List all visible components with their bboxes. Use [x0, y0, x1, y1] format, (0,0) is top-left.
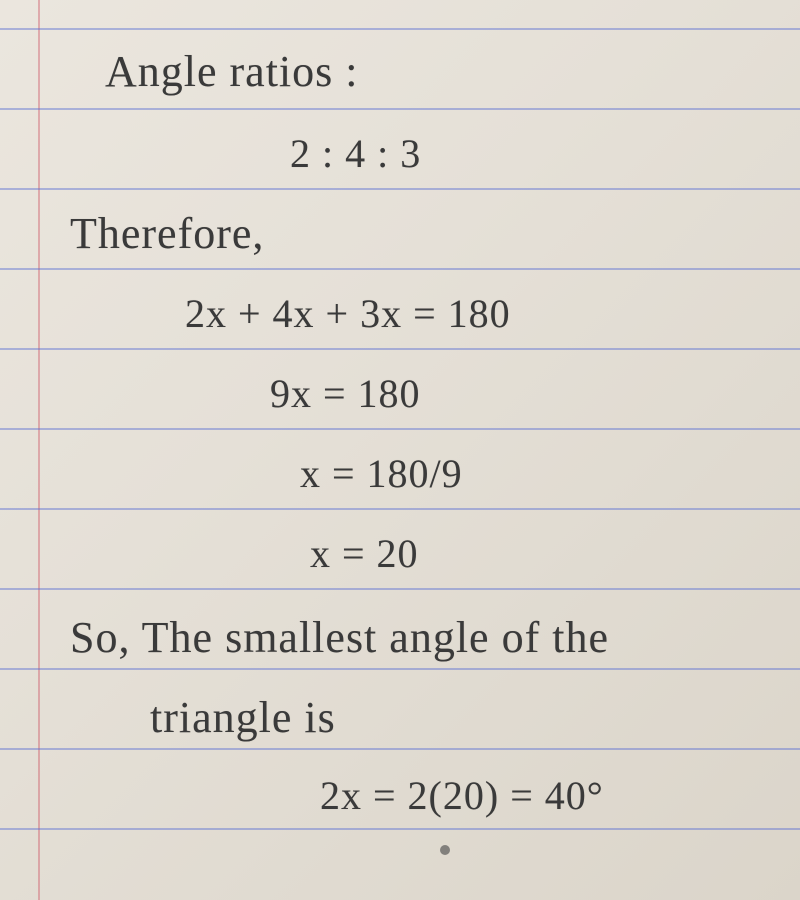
title-line: Angle ratios : — [105, 46, 359, 97]
stray-dot — [440, 845, 450, 855]
ruled-line — [0, 28, 800, 30]
ruled-line — [0, 188, 800, 190]
ruled-line — [0, 748, 800, 750]
equation-1: 2x + 4x + 3x = 180 — [185, 290, 511, 337]
answer-line: 2x = 2(20) = 40° — [320, 772, 604, 819]
equation-3: x = 180/9 — [300, 450, 463, 497]
ruled-line — [0, 268, 800, 270]
ruled-line — [0, 108, 800, 110]
ruled-line — [0, 828, 800, 830]
ruled-line — [0, 348, 800, 350]
ruled-line — [0, 588, 800, 590]
conclusion-line-2: triangle is — [150, 692, 336, 743]
red-margin-line — [38, 0, 40, 900]
equation-4: x = 20 — [310, 530, 419, 577]
ratio-line: 2 : 4 : 3 — [290, 130, 421, 177]
ruled-line — [0, 508, 800, 510]
notebook-page: Angle ratios : 2 : 4 : 3 Therefore, 2x +… — [0, 0, 800, 900]
conclusion-line-1: So, The smallest angle of the — [70, 612, 609, 663]
ruled-line — [0, 668, 800, 670]
equation-2: 9x = 180 — [270, 370, 421, 417]
ruled-line — [0, 428, 800, 430]
therefore-line: Therefore, — [70, 208, 264, 259]
